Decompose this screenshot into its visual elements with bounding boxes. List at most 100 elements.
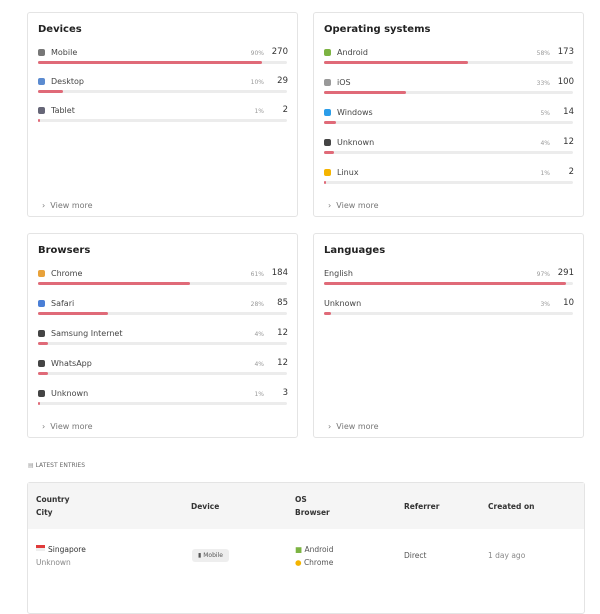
bar-track <box>38 342 287 345</box>
row-count: 85 <box>277 298 288 308</box>
row-percent: 58% <box>536 50 550 57</box>
bar <box>38 342 48 345</box>
row-label: Samsung Internet <box>51 329 123 338</box>
bar-track <box>324 151 573 154</box>
cell: 1 day ago <box>488 551 526 560</box>
card-title: Devices <box>38 24 82 35</box>
header: Country <box>36 495 70 504</box>
cell: Unknown <box>36 558 71 567</box>
card-title: Operating systems <box>324 24 431 35</box>
icon <box>324 139 331 146</box>
view-more[interactable]: › View more <box>42 422 93 431</box>
bar <box>324 121 337 124</box>
bar <box>38 372 48 375</box>
row-count: 12 <box>563 137 574 147</box>
card-title: Languages <box>324 245 386 256</box>
card: Devices Mobile 90% 270 Desktop 10% 29 Tablet 1% 2… <box>27 12 298 217</box>
bar <box>38 312 108 315</box>
row-count: 270 <box>271 47 288 57</box>
card: Browsers Chrome 61% 184 Safari 28% 85 Samsung I… <box>27 233 298 438</box>
row-label: Mobile <box>51 48 78 57</box>
bar <box>38 61 263 64</box>
view-more[interactable]: › View more <box>42 201 93 210</box>
icon <box>38 78 45 85</box>
row-label: Unknown <box>51 389 89 398</box>
bar-track <box>324 121 573 124</box>
row-label: Android <box>337 48 368 57</box>
row-percent: 4% <box>540 140 550 147</box>
header: OS <box>295 495 307 504</box>
row-percent: 4% <box>254 331 264 338</box>
row-label: Desktop <box>51 77 84 86</box>
card: Languages English 97% 291 Unknown 3% 10 › View … <box>313 233 584 438</box>
view-more-text[interactable]: View more <box>336 422 379 431</box>
cell: Chrome <box>303 558 334 567</box>
row-percent: 28% <box>250 301 264 308</box>
icon <box>324 79 331 86</box>
icon <box>324 49 331 56</box>
bar <box>324 151 334 154</box>
latest-title-text: LATEST ENTRIES <box>35 462 86 469</box>
row-label: Unknown <box>324 299 362 308</box>
row-percent: 97% <box>536 271 550 278</box>
row-label: Linux <box>337 168 359 177</box>
bar <box>324 312 332 315</box>
icon <box>38 270 45 277</box>
row-count: 184 <box>271 268 288 278</box>
row-count: 14 <box>563 107 574 117</box>
view-more[interactable]: › View more <box>328 422 379 431</box>
icon <box>38 390 45 397</box>
icon <box>38 360 45 367</box>
card: Operating systems Android 58% 173 iOS 33% 100 W… <box>313 12 584 217</box>
bar-track <box>38 90 287 93</box>
row-count: 173 <box>557 47 574 57</box>
bar-track <box>324 181 573 184</box>
row-count: 2 <box>568 167 574 177</box>
bar-track <box>38 372 287 375</box>
bar-track <box>324 91 573 94</box>
bar <box>324 282 566 285</box>
badge: ▮ Mobile <box>192 549 229 562</box>
row-label: Safari <box>51 299 75 308</box>
cell: Direct <box>404 551 427 560</box>
header: Browser <box>295 508 330 517</box>
header: Created on <box>488 502 535 511</box>
view-more-text[interactable]: View more <box>336 201 379 210</box>
row-count: 3 <box>282 388 288 398</box>
flag <box>36 545 45 551</box>
row-percent: 1% <box>254 108 264 115</box>
row-label: Chrome <box>51 269 83 278</box>
bar <box>38 402 41 405</box>
row-percent: 4% <box>254 361 264 368</box>
icon <box>324 109 331 116</box>
row-percent: 33% <box>536 80 550 87</box>
icon <box>38 330 45 337</box>
table-header <box>28 483 584 529</box>
view-more-text[interactable]: View more <box>50 422 93 431</box>
card-title: Browsers <box>38 245 91 256</box>
header: Referrer <box>404 502 440 511</box>
latest-table: Country City Device OS Browser Referrer Cr… <box>27 482 585 614</box>
row-label: WhatsApp <box>51 359 92 368</box>
icon <box>38 107 45 114</box>
row-percent: 90% <box>250 50 264 57</box>
row-count: 10 <box>563 298 574 308</box>
row-percent: 10% <box>250 79 264 86</box>
header: City <box>36 508 53 517</box>
bar <box>324 61 469 64</box>
cell: Singapore <box>48 545 86 554</box>
row-label: Unknown <box>337 138 375 147</box>
bar <box>324 181 327 184</box>
bar-track <box>38 312 287 315</box>
row-percent: 1% <box>540 170 550 177</box>
row-label: iOS <box>337 78 351 87</box>
icon <box>324 169 331 176</box>
row-count: 12 <box>277 358 288 368</box>
view-more[interactable]: › View more <box>328 201 379 210</box>
bar <box>324 91 407 94</box>
row-count: 100 <box>557 77 574 87</box>
row-percent: 3% <box>540 301 550 308</box>
bar-track <box>324 312 573 315</box>
view-more-text[interactable]: View more <box>50 201 93 210</box>
row-count: 291 <box>557 268 574 278</box>
